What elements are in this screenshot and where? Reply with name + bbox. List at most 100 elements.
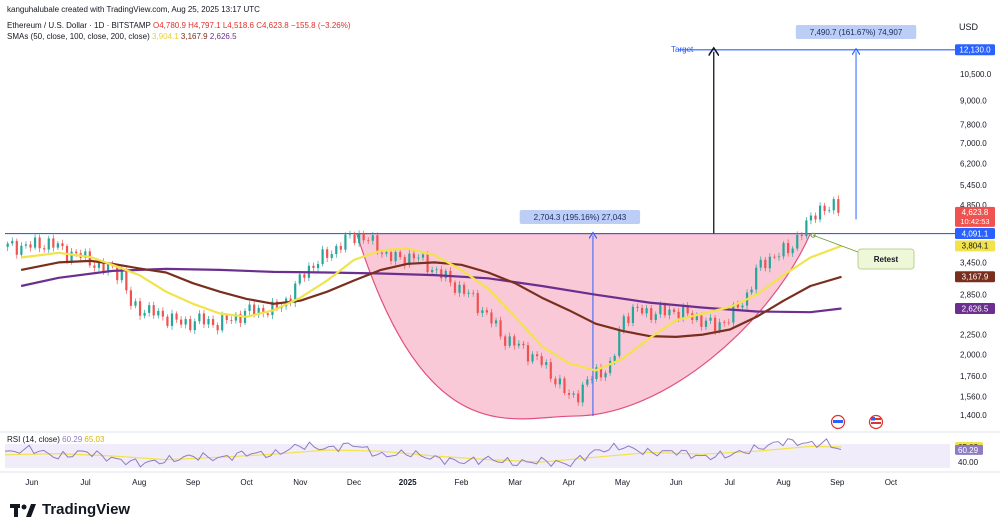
price-badge-text: 3,804.1 xyxy=(962,242,989,251)
candle xyxy=(6,243,9,247)
candle xyxy=(421,254,425,258)
candle xyxy=(444,270,447,279)
ohlc-close: C4,623.8 xyxy=(256,21,289,30)
candle xyxy=(700,315,703,327)
candle xyxy=(184,319,187,325)
chart-credit: kanguhalubale created with TradingView.c… xyxy=(7,5,260,14)
candle xyxy=(262,307,265,314)
time-tick-label: Oct xyxy=(240,478,253,487)
candle xyxy=(672,309,676,312)
candle xyxy=(362,233,365,241)
sma100-line xyxy=(20,259,842,338)
currency-label: USD xyxy=(958,22,978,32)
candle xyxy=(508,336,511,346)
candle xyxy=(298,274,301,284)
tradingview-icon xyxy=(10,503,36,517)
candle xyxy=(189,319,192,331)
time-tick-label: Oct xyxy=(885,478,898,487)
candle xyxy=(75,251,78,254)
candle xyxy=(93,265,96,268)
candle xyxy=(599,367,603,378)
ohlc-change: −155.8 (−3.26%) xyxy=(290,21,351,30)
candle xyxy=(791,248,794,254)
candle xyxy=(531,354,534,362)
candle xyxy=(558,378,562,385)
target-measure-label-bg xyxy=(795,25,917,39)
candle xyxy=(253,304,256,315)
candle xyxy=(622,316,625,330)
candle xyxy=(613,355,616,361)
brand-name: TradingView xyxy=(42,501,131,518)
candle xyxy=(157,310,160,316)
cup-pattern-area xyxy=(355,232,812,420)
candle xyxy=(216,324,219,331)
candle xyxy=(294,283,297,304)
candle xyxy=(695,315,698,320)
retest-label: Retest xyxy=(874,255,899,264)
price-tick-label: 2,000.0 xyxy=(960,351,987,360)
time-tick-label: Sep xyxy=(830,478,845,487)
candle xyxy=(490,312,493,324)
sma-title: SMAs (50, close, 100, close, 200, close) xyxy=(7,32,150,41)
candle xyxy=(271,301,274,316)
rsi-value: 60.29 xyxy=(62,435,84,444)
candle xyxy=(207,319,210,325)
time-tick-label: Nov xyxy=(293,478,307,487)
ohlc-legend: Ethereum / U.S. Dollar · 1D · BITSTAMP O… xyxy=(7,21,351,31)
candle xyxy=(540,356,543,365)
candle xyxy=(494,320,498,324)
candle xyxy=(353,234,356,244)
price-badge: 4,623.810:42:53 xyxy=(955,206,995,227)
candle xyxy=(577,393,580,403)
time-axis: Jun Jul Aug Sep Oct Nov Dec 2025 Feb Mar Apr May Jun… xyxy=(25,478,898,487)
candle xyxy=(102,261,105,272)
price-axis: 10,500.0 9,000.0 7,800.0 7,000.0 6,200.0 5,45… xyxy=(960,70,992,420)
rsi-ma-value: 65.03 xyxy=(84,435,105,444)
candle xyxy=(198,313,201,322)
candle xyxy=(595,367,598,380)
candle xyxy=(513,336,516,346)
candle xyxy=(526,345,530,362)
candle xyxy=(116,266,119,281)
price-badge-text: 12,130.0 xyxy=(959,46,991,55)
candle xyxy=(129,290,133,306)
time-tick-label: 2025 xyxy=(399,478,417,487)
candle xyxy=(453,282,457,293)
candle xyxy=(828,210,831,212)
candle xyxy=(344,234,347,250)
cup-measure-label: 2,704.3 (195.16%) 27,043 xyxy=(519,210,641,224)
candle xyxy=(481,310,484,313)
price-badge-text: 2,626.5 xyxy=(962,304,989,313)
candle xyxy=(535,354,539,357)
candle xyxy=(755,267,758,290)
candle xyxy=(312,265,315,269)
candle xyxy=(148,305,151,313)
countdown-text: 10:42:53 xyxy=(960,217,989,226)
candle xyxy=(348,234,352,236)
price-tick-label: 2,250.0 xyxy=(960,331,987,340)
candle xyxy=(56,243,59,248)
cup-measure-label-bg xyxy=(519,210,641,224)
rsi-legend: RSI (14, close) 60.29 65.03 xyxy=(7,435,105,444)
price-badge: 4,091.1 xyxy=(955,228,995,240)
candle xyxy=(787,243,790,254)
price-tick-label: 9,000.0 xyxy=(960,96,987,105)
candle xyxy=(161,310,164,317)
candle xyxy=(777,256,781,258)
candle xyxy=(659,304,662,315)
candle xyxy=(640,307,644,314)
candle xyxy=(654,314,657,321)
rsi-tick-label: 60.29 xyxy=(958,446,979,455)
candle xyxy=(52,238,55,248)
price-tick-label: 4,850.0 xyxy=(960,201,987,210)
us-flag-icon xyxy=(868,414,884,430)
time-tick-label: Aug xyxy=(776,478,790,487)
candle xyxy=(166,316,169,326)
candle xyxy=(134,301,137,306)
candle xyxy=(275,301,279,309)
candle xyxy=(618,329,621,356)
candle xyxy=(97,261,101,268)
candle xyxy=(408,253,411,266)
candle xyxy=(631,306,635,323)
